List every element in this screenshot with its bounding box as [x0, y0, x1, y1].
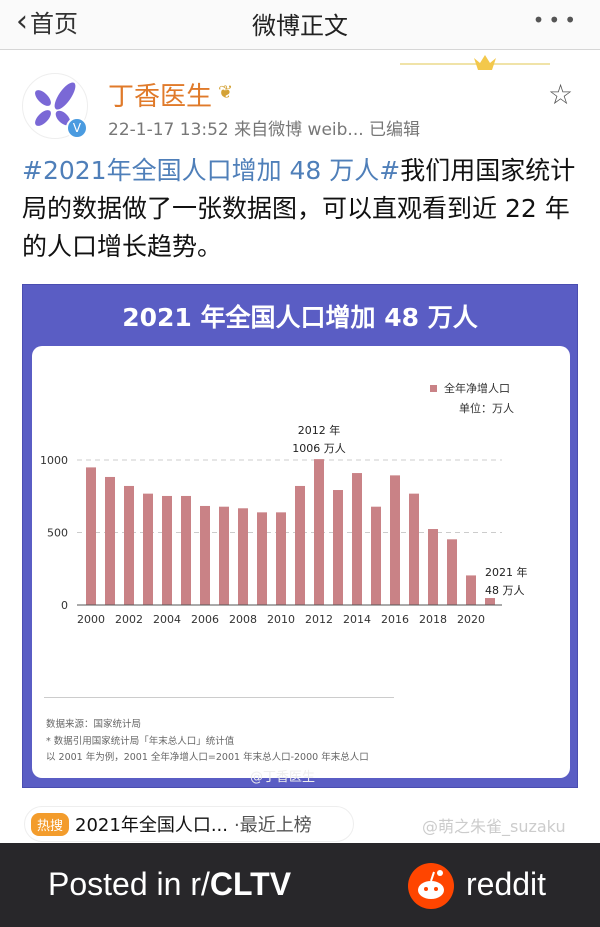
username[interactable]: 丁香医生 — [108, 82, 213, 112]
medal-icon: ❦ — [218, 82, 234, 103]
chevron-left-icon: ‹ — [16, 3, 28, 39]
divider — [44, 697, 394, 698]
back-button[interactable]: ‹ 首页 — [16, 4, 78, 39]
hashtag-link[interactable]: #2021年全国人口增加 48 万人# — [22, 156, 401, 185]
hot-search-text: 2021年全国人口... — [75, 815, 228, 836]
image-watermark: @萌之朱雀_suzaku — [422, 817, 566, 836]
top-nav-bar — [0, 0, 600, 50]
post-text: #2021年全国人口增加 48 万人#我们用国家统计局的数据做了一张数据图，可以… — [22, 152, 582, 266]
subreddit-name: CLTV — [209, 866, 292, 902]
posted-prefix: Posted in r/ — [48, 866, 210, 902]
reddit-footer — [0, 843, 600, 927]
chart-watermark: @丁香医生 — [250, 770, 316, 785]
chart-note: 数据来源：国家统计局 — [46, 719, 142, 730]
reddit-logo-icon — [408, 863, 454, 909]
hot-search-badge: 热搜 — [31, 812, 70, 836]
ellipsis-icon[interactable]: ••• — [532, 8, 580, 32]
chart-title: 2021 年全国人口增加 48 万人 — [122, 303, 478, 332]
chart-note: * 数据引用国家统计局「年末总人口」统计值 — [46, 736, 235, 747]
hot-search-link[interactable]: 热搜 2021年全国人口... ·最近上榜 — [24, 806, 354, 842]
hot-search-sub: ·最近上榜 — [234, 815, 312, 836]
star-icon[interactable]: ☆ — [548, 78, 574, 111]
chart-card — [32, 346, 570, 778]
back-label: 首页 — [30, 10, 78, 38]
clove-logo-icon — [35, 82, 76, 126]
post-meta: 22-1-17 13:52 来自微博 weib... 已编辑 — [108, 120, 421, 140]
reddit-brand: reddit — [466, 866, 547, 902]
post-body: 我们用国家统计局的数据做了一张数据图，可以直观看到近 22 年的人口增长趋势。 — [22, 156, 576, 261]
verified-icon: V — [66, 117, 88, 139]
crown-decoration-icon — [400, 55, 550, 70]
page-title: 微博正文 — [252, 12, 348, 40]
posted-in-label[interactable]: Posted in r/CLTV — [48, 866, 291, 903]
chart-note: 以 2001 年为例，2001 全年净增人口=2001 年末总人口-2000 年… — [46, 752, 369, 763]
